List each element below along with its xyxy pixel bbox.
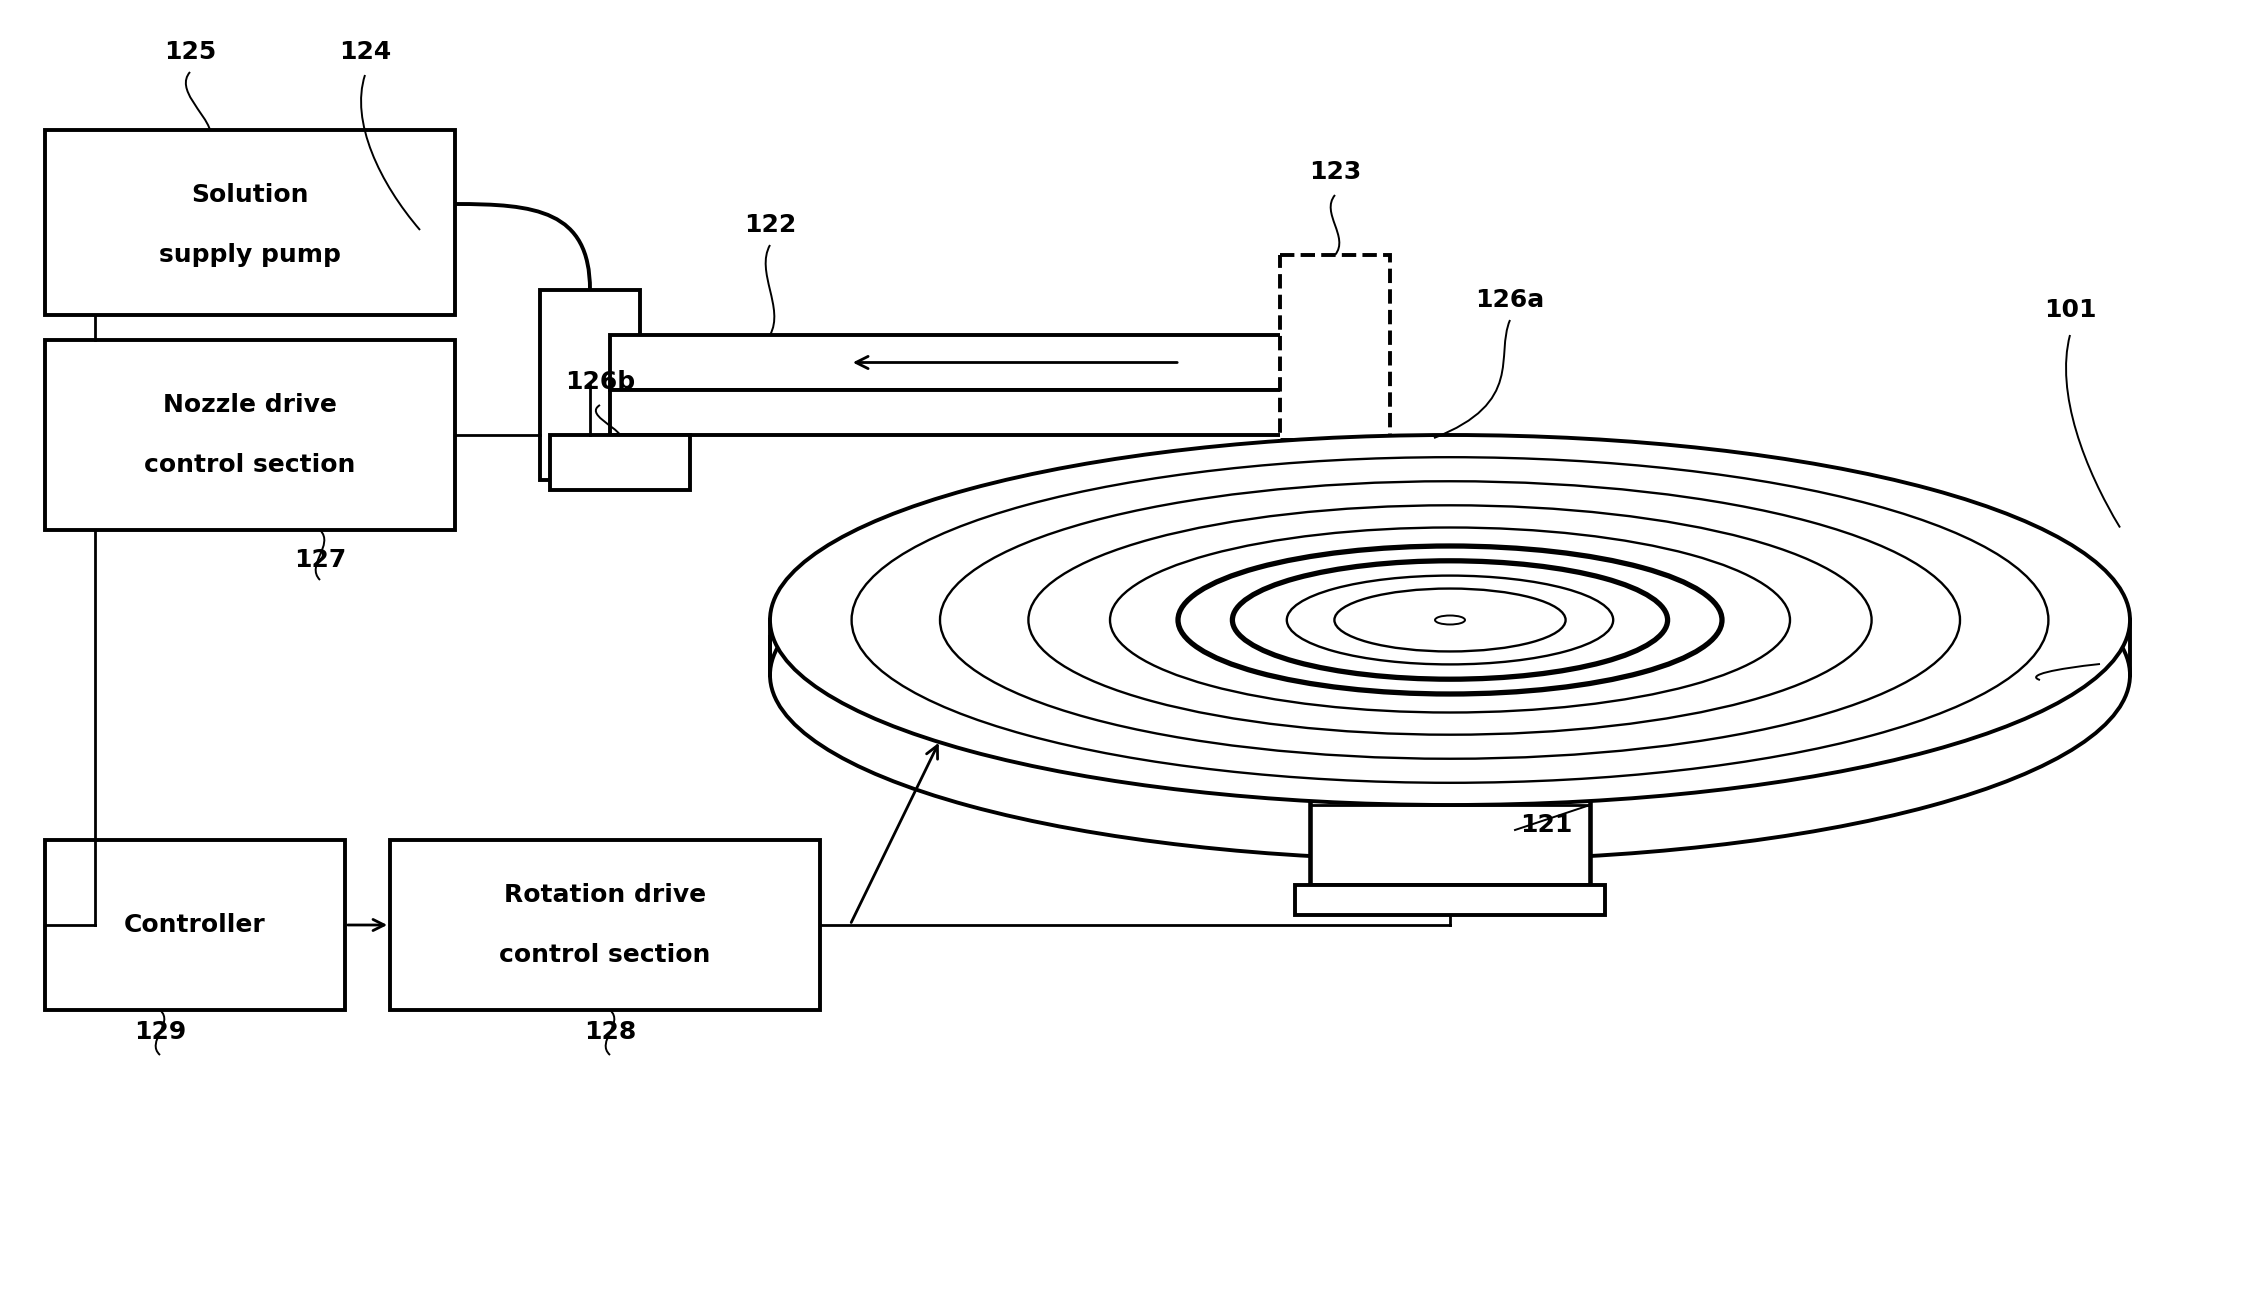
Bar (45, 340, 456, 530)
Text: 125: 125 (163, 39, 215, 64)
Text: supply pump: supply pump (159, 243, 340, 267)
Text: 122: 122 (744, 213, 796, 237)
Text: 128: 128 (585, 1020, 637, 1045)
Ellipse shape (771, 435, 2131, 805)
Bar (1310, 725, 1589, 886)
Ellipse shape (771, 490, 2131, 859)
Bar (45, 130, 456, 315)
Bar (610, 335, 1351, 390)
Text: 101: 101 (2045, 298, 2097, 322)
Text: Nozzle drive: Nozzle drive (163, 393, 338, 417)
Bar (1281, 255, 1390, 440)
Text: 123: 123 (1308, 160, 1360, 184)
Text: 129: 129 (134, 1020, 186, 1045)
Text: 126b: 126b (564, 371, 635, 394)
Text: Rotation drive: Rotation drive (503, 883, 705, 907)
Text: 121: 121 (1519, 813, 1573, 837)
Ellipse shape (1435, 615, 1464, 624)
Text: control section: control section (145, 453, 356, 477)
Text: 126a: 126a (1476, 288, 1544, 311)
Text: 124: 124 (338, 39, 392, 64)
Text: control section: control section (499, 943, 710, 967)
Bar (540, 290, 639, 480)
Text: 127: 127 (295, 548, 347, 572)
Bar (610, 390, 1351, 435)
Bar (1285, 440, 1385, 495)
Text: Controller: Controller (125, 913, 265, 937)
Bar (551, 435, 689, 490)
Text: 100: 100 (2013, 648, 2065, 671)
Text: Solution: Solution (190, 183, 308, 208)
Bar (390, 840, 821, 1010)
Bar (1294, 886, 1605, 915)
Bar (45, 840, 345, 1010)
Text: 120: 120 (1519, 748, 1573, 773)
Bar (1394, 438, 1526, 498)
